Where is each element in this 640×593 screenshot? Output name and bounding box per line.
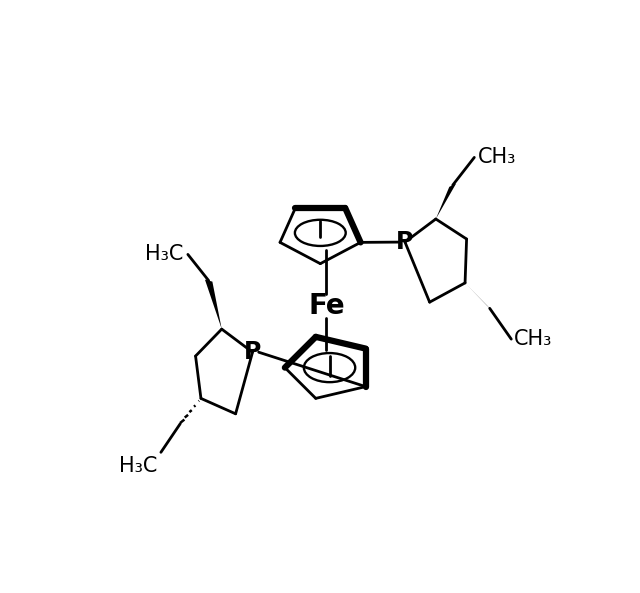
Polygon shape xyxy=(205,279,221,329)
Text: P: P xyxy=(396,230,413,254)
Text: CH₃: CH₃ xyxy=(515,329,553,349)
Text: H₃C: H₃C xyxy=(120,456,158,476)
Polygon shape xyxy=(465,283,492,311)
Text: CH₃: CH₃ xyxy=(477,148,516,167)
Text: P: P xyxy=(244,340,261,364)
Text: H₃C: H₃C xyxy=(145,244,183,264)
Text: Fe: Fe xyxy=(308,292,345,320)
Polygon shape xyxy=(436,183,456,219)
